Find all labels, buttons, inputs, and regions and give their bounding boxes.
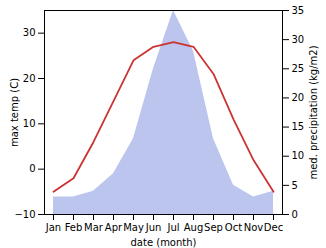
svg-text:med. precipitation (kg/m2): med. precipitation (kg/m2) [308, 45, 319, 179]
svg-text:Aug: Aug [184, 222, 204, 233]
svg-text:Jun: Jun [145, 222, 162, 233]
svg-text:date (month): date (month) [131, 237, 197, 248]
svg-text:15: 15 [292, 121, 305, 132]
svg-text:35: 35 [292, 5, 305, 16]
svg-text:10: 10 [292, 150, 305, 161]
svg-text:30: 30 [23, 27, 36, 38]
svg-text:Dec: Dec [264, 222, 283, 233]
svg-text:Nov: Nov [244, 222, 264, 233]
svg-text:−10: −10 [14, 209, 35, 220]
svg-text:Sep: Sep [204, 222, 223, 233]
svg-text:10: 10 [23, 118, 36, 129]
svg-text:Jan: Jan [45, 222, 61, 233]
svg-text:30: 30 [292, 34, 305, 45]
svg-text:20: 20 [23, 73, 36, 84]
svg-text:20: 20 [292, 92, 305, 103]
svg-text:Jul: Jul [166, 222, 179, 233]
svg-text:25: 25 [292, 63, 305, 74]
svg-text:Mar: Mar [84, 222, 104, 233]
svg-text:0: 0 [29, 163, 35, 174]
svg-text:max temp (C): max temp (C) [9, 78, 20, 147]
svg-text:May: May [123, 222, 144, 233]
svg-text:0: 0 [292, 209, 298, 220]
svg-text:5: 5 [292, 180, 298, 191]
svg-text:Oct: Oct [225, 222, 242, 233]
svg-text:Feb: Feb [65, 222, 83, 233]
svg-text:Apr: Apr [105, 222, 123, 233]
